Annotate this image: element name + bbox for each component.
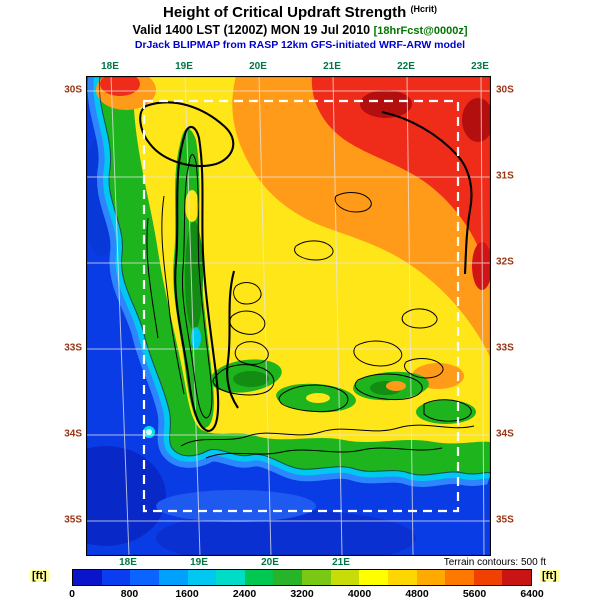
lon-label-top: 18E — [101, 61, 119, 72]
lon-label-bottom: 18E — [119, 557, 137, 568]
lat-label-right: 34S — [496, 428, 514, 440]
lat-label-right: 32S — [496, 256, 514, 268]
colorbar-tick-label: 4800 — [405, 588, 429, 600]
lat-label-left: 34S — [64, 428, 82, 440]
terrain-note: Terrain contours: 500 ft — [443, 557, 546, 568]
colorbar-segment — [216, 570, 245, 585]
colorbar-tick-label: 800 — [120, 588, 139, 600]
plot-title-text: Height of Critical Updraft Strength — [162, 4, 407, 21]
colorbar-unit-right: [ft] — [540, 570, 559, 582]
colorbar-tick-label: 6400 — [520, 588, 544, 600]
lon-label-top: 20E — [249, 61, 267, 72]
lat-label-left: 35S — [64, 514, 82, 526]
forecast-tag: [18hrFcst@0000z] — [373, 25, 468, 37]
colorbar-tick-label: 1600 — [175, 588, 199, 600]
contour-map — [46, 70, 495, 566]
lon-label-top: 22E — [397, 61, 415, 72]
lat-label-right: 31S — [496, 170, 514, 182]
lon-label-bottom: 20E — [261, 557, 279, 568]
colorbar-segment — [130, 570, 159, 585]
lon-label-top: 23E — [471, 61, 489, 72]
colorbar-segment — [330, 570, 360, 585]
lat-label-right: 35S — [496, 514, 514, 526]
lon-label-bottom: 21E — [332, 557, 350, 568]
colorbar-segment — [445, 570, 474, 585]
colorbar-tick-label: 0 — [69, 588, 75, 600]
colorbar-segment — [387, 570, 417, 585]
model-domain-boundary — [142, 99, 460, 513]
colorbar-segment — [502, 570, 531, 585]
lon-label-top: 19E — [175, 61, 193, 72]
colorbar-tick-label: 3200 — [290, 588, 314, 600]
colorbar-segment — [416, 570, 446, 585]
plot-header: Height of Critical Updraft Strength (Hcr… — [0, 4, 600, 51]
colorbar-tick-label: 4000 — [347, 588, 372, 600]
map-canvas — [46, 70, 495, 566]
plot-title: Height of Critical Updraft Strength (Hcr… — [0, 4, 600, 21]
lat-label-left: 33S — [64, 342, 82, 354]
lat-label-right: 33S — [496, 342, 514, 354]
colorbar-segment — [302, 570, 331, 585]
lat-label-right: 30S — [496, 84, 514, 96]
colorbar-unit-left: [ft] — [30, 570, 49, 582]
colorbar-segment — [158, 570, 188, 585]
colorbar-segment — [101, 570, 131, 585]
colorbar-segment — [244, 570, 274, 585]
plot-title-unit: (Hcrit) — [410, 4, 438, 14]
colorbar-segment — [273, 570, 302, 585]
plot-model-line: DrJack BLIPMAP from RASP 12km GFS-initia… — [134, 39, 466, 51]
colorbar-segment — [473, 570, 503, 585]
colorbar-segment — [359, 570, 388, 585]
plot-valid-line: Valid 1400 LST (1200Z) MON 19 Jul 2010 [… — [0, 23, 600, 37]
colorbar — [72, 569, 532, 586]
lat-label-left: 30S — [64, 84, 82, 96]
colorbar-segment — [73, 570, 102, 585]
valid-time-text: Valid 1400 LST (1200Z) MON 19 Jul 2010 — [132, 23, 371, 37]
colorbar-tick-label: 2400 — [232, 588, 257, 600]
colorbar-segment — [187, 570, 217, 585]
lon-label-bottom: 19E — [190, 557, 208, 568]
lon-label-top: 21E — [323, 61, 341, 72]
colorbar-tick-label: 5600 — [462, 588, 487, 600]
